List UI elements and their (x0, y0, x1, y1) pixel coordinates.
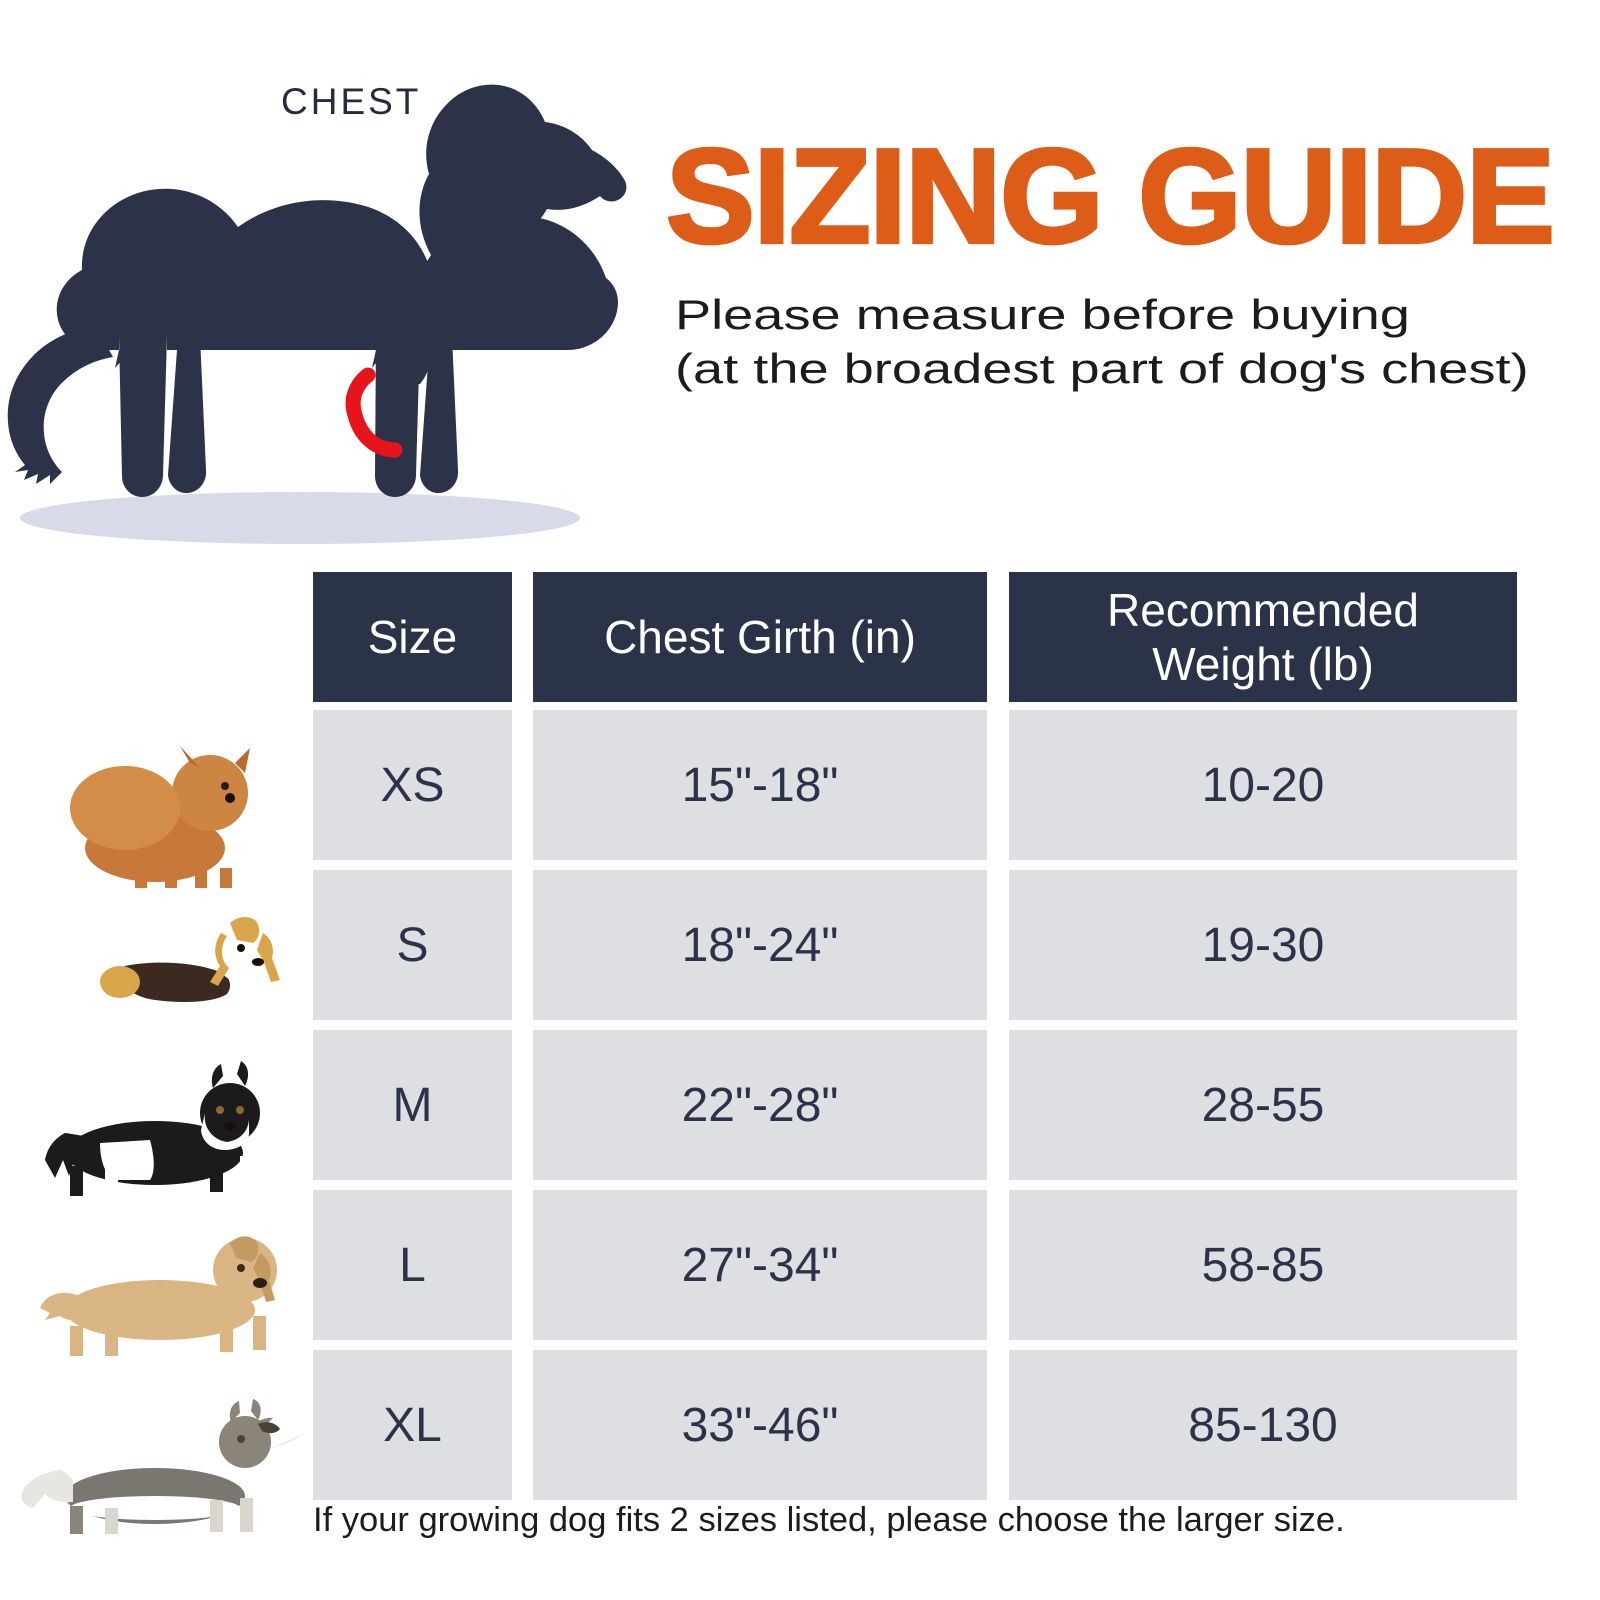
svg-text:CHEST: CHEST (281, 81, 421, 122)
